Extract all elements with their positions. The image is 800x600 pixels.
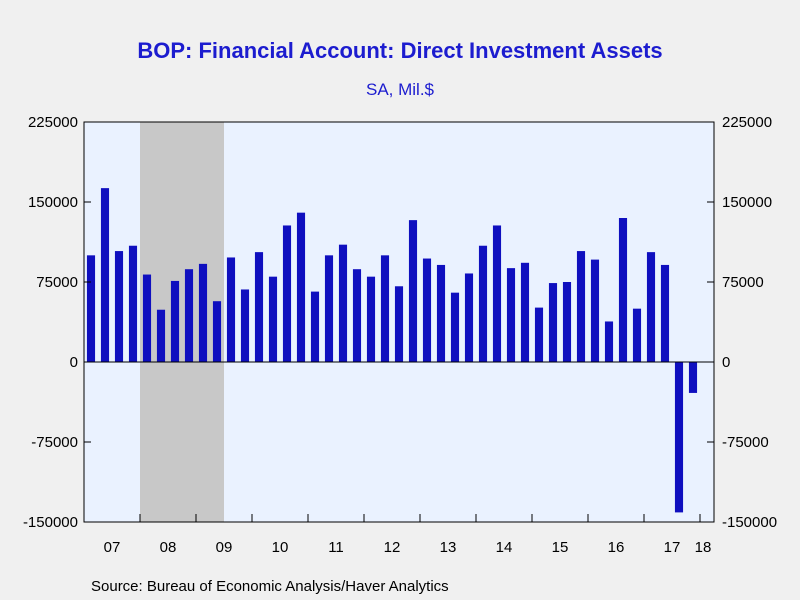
plot-frame xyxy=(83,121,715,523)
recession-band xyxy=(140,122,224,522)
y-tick-label-right: 225000 xyxy=(722,114,772,131)
y-axis: 225000 225000 150000 150000 75000 75000 0 0 -750… xyxy=(23,114,777,531)
bar-2011Q1 xyxy=(310,291,320,362)
bar-2008Q2 xyxy=(156,309,166,362)
y-tick-label-left: 75000 xyxy=(36,274,78,291)
bar-2014Q1 xyxy=(478,245,488,362)
bar-2009Q4 xyxy=(240,289,250,362)
bar-2015Q4 xyxy=(576,251,586,362)
y-tick-label-left: -150000 xyxy=(23,514,78,531)
bar-2008Q1 xyxy=(142,274,152,362)
bar-2007Q4 xyxy=(128,245,138,362)
bar-2013Q3 xyxy=(450,292,460,362)
x-tick-label: 15 xyxy=(552,539,569,556)
recession-shading-layer xyxy=(140,122,224,522)
bar-2012Q4 xyxy=(408,220,418,362)
bar-2008Q4 xyxy=(184,269,194,362)
bar-2015Q3 xyxy=(562,282,572,362)
bar-2012Q2 xyxy=(380,255,390,362)
bar-2015Q2 xyxy=(548,283,558,362)
bar-2009Q3 xyxy=(226,257,236,362)
bar-2017Q4 xyxy=(688,362,698,393)
bar-2012Q1 xyxy=(366,276,376,362)
source-note: Source: Bureau of Economic Analysis/Have… xyxy=(91,578,449,595)
bar-2017Q3 xyxy=(674,362,684,513)
x-tick-label: 11 xyxy=(328,539,344,556)
y-tick-label-left: 0 xyxy=(70,354,78,371)
y-tick-label-right: 150000 xyxy=(722,194,772,211)
y-tick-label-right: 75000 xyxy=(722,274,764,291)
bar-2016Q4 xyxy=(632,308,642,362)
x-tick-label: 08 xyxy=(160,539,177,556)
bar-2009Q1 xyxy=(198,263,208,362)
bar-2007Q1 xyxy=(86,255,96,362)
x-tick-label: 17 xyxy=(664,539,681,556)
bar-2012Q3 xyxy=(394,286,404,362)
y-tick-label-left: 150000 xyxy=(28,194,78,211)
x-tick-label: 09 xyxy=(216,539,233,556)
chart-title: BOP: Financial Account: Direct Investmen… xyxy=(137,38,663,63)
bar-2011Q3 xyxy=(338,244,348,362)
bar-2016Q1 xyxy=(590,259,600,362)
bar-2014Q2 xyxy=(492,225,502,362)
x-tick-label: 14 xyxy=(496,539,513,556)
bar-2017Q1 xyxy=(646,252,656,362)
bar-2011Q4 xyxy=(352,269,362,362)
y-tick-label-left: -75000 xyxy=(31,434,78,451)
x-tick-label: 12 xyxy=(384,539,401,556)
bar-2013Q2 xyxy=(436,264,446,362)
bar-2007Q3 xyxy=(114,251,124,362)
bar-2017Q2 xyxy=(660,264,670,362)
y-tick-label-left: 225000 xyxy=(28,114,78,131)
bar-2007Q2 xyxy=(100,188,110,362)
bar-2014Q4 xyxy=(520,262,530,362)
bar-2009Q2 xyxy=(212,301,222,362)
x-tick-label: 16 xyxy=(608,539,625,556)
bar-2008Q3 xyxy=(170,280,180,362)
bars-layer xyxy=(86,188,698,513)
bar-2014Q3 xyxy=(506,268,516,362)
bar-2011Q2 xyxy=(324,255,334,362)
bar-2010Q3 xyxy=(282,225,292,362)
x-tick-label: 07 xyxy=(104,539,121,556)
x-tick-label: 18 xyxy=(695,539,712,556)
bar-2016Q2 xyxy=(604,321,614,362)
y-tick-label-right: -75000 xyxy=(722,434,769,451)
x-tick-label: 10 xyxy=(272,539,289,556)
bar-2013Q4 xyxy=(464,273,474,362)
bar-2016Q3 xyxy=(618,218,628,362)
bar-2013Q1 xyxy=(422,258,432,362)
bar-2010Q1 xyxy=(254,252,264,362)
y-tick-label-right: -150000 xyxy=(722,514,777,531)
x-tick-label: 13 xyxy=(440,539,457,556)
bar-2010Q2 xyxy=(268,276,278,362)
x-axis: 07 08 09 10 11 12 13 14 15 16 17 18 xyxy=(83,514,712,556)
bar-2010Q4 xyxy=(296,212,306,362)
chart-subtitle: SA, Mil.$ xyxy=(365,80,435,99)
y-tick-label-right: 0 xyxy=(722,354,730,371)
bar-2015Q1 xyxy=(534,307,544,362)
